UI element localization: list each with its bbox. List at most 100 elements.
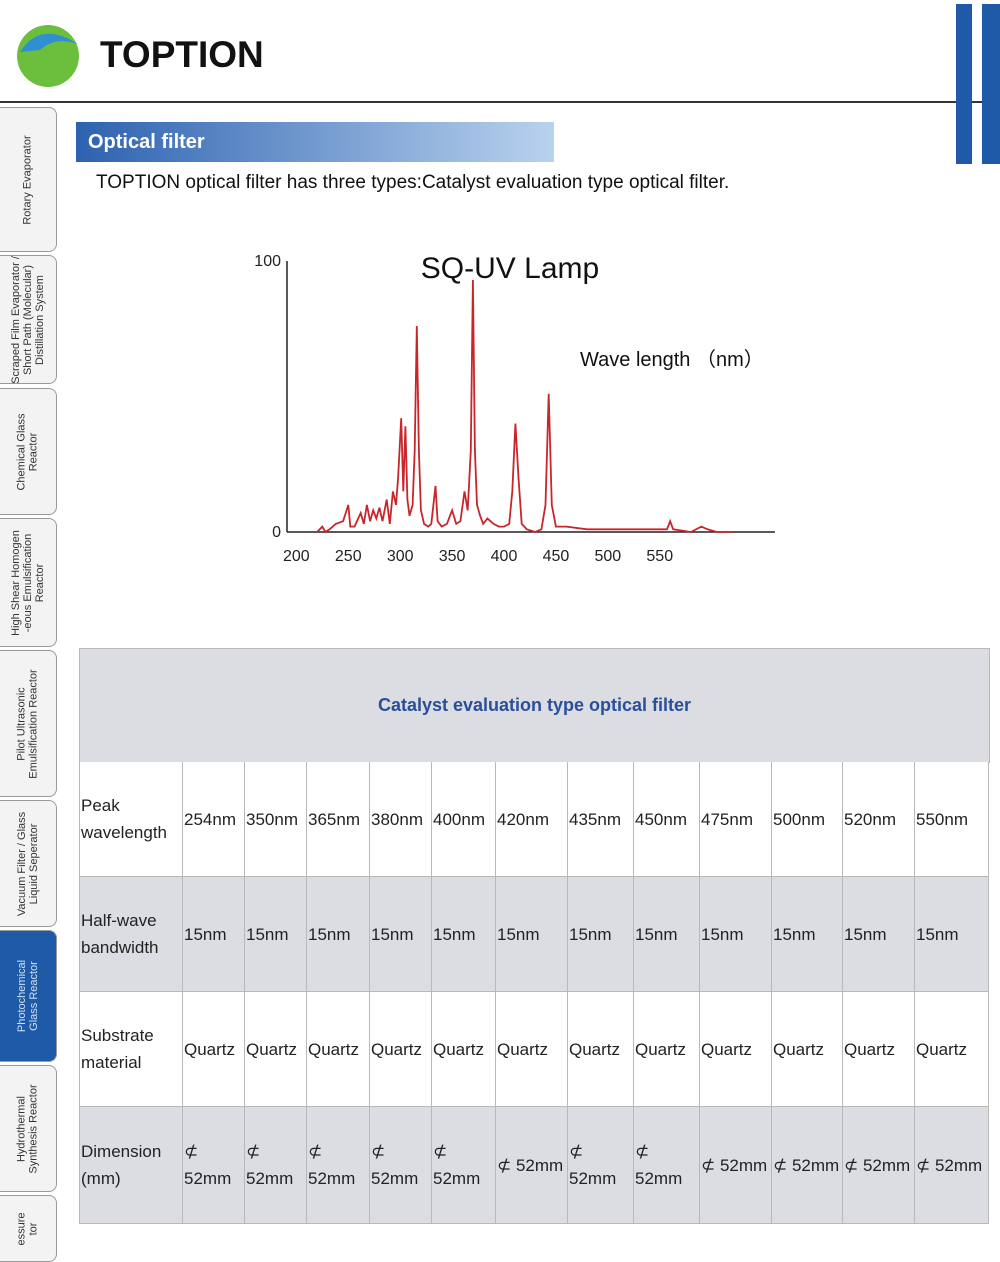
table-cell: 450nm (634, 762, 700, 877)
sidebar-tab[interactable]: High Shear Homogen -eous Emulsification Re… (0, 518, 57, 647)
sidebar-tab[interactable]: Vacuum Filter / Glass Liquid Seperator (0, 800, 57, 927)
row-label: Dimension (mm) (79, 1107, 183, 1224)
x-tick-label: 300 (387, 548, 414, 565)
table-cell: 15nm (307, 877, 370, 992)
table-header: Catalyst evaluation type optical filter (79, 648, 990, 763)
table-cell: ⊄ 52mm (843, 1107, 915, 1224)
table-cell: 365nm (307, 762, 370, 877)
x-tick-label: 200 (283, 548, 310, 565)
table-cell: 15nm (370, 877, 432, 992)
table-cell: 550nm (915, 762, 989, 877)
sidebar-tab[interactable]: Photochemical Glass Reactor (0, 930, 57, 1062)
chart-title: SQ-UV Lamp (421, 252, 599, 285)
table-cell: Quartz (772, 992, 843, 1107)
table-cell: 15nm (568, 877, 634, 992)
annotation: Wave length （nm） (580, 348, 764, 371)
table-cell: Quartz (843, 992, 915, 1107)
tab-label: essure tor (16, 1212, 40, 1245)
table-cell: 380nm (370, 762, 432, 877)
table-cell: ⊄ 52mm (568, 1107, 634, 1224)
table-cell: ⊄ 52mm (700, 1107, 772, 1224)
table-cell: Quartz (568, 992, 634, 1107)
row-label: Peak wavelength (79, 762, 183, 877)
table-cell: ⊄ 52mm (496, 1107, 568, 1224)
table-cell: 15nm (183, 877, 245, 992)
row-label: Half-wave bandwidth (79, 877, 183, 992)
table-cell: 400nm (432, 762, 496, 877)
table-cell: Quartz (307, 992, 370, 1107)
table-cell: 15nm (915, 877, 989, 992)
sidebar-tab[interactable]: Scraped Film Evaporator / Short Path (Mol… (0, 255, 57, 384)
table-cell: ⊄ 52mm (634, 1107, 700, 1224)
table-cell: 15nm (772, 877, 843, 992)
tab-label: Rotary Evaporator (22, 135, 34, 224)
y-tick-label: 100 (254, 253, 281, 270)
sidebar-tab[interactable]: Pilot Ultrasonic Emulsification Reactor (0, 650, 57, 797)
table-cell: 520nm (843, 762, 915, 877)
sidebar-tab[interactable]: Hydrothermal Synthesis Reactor (0, 1065, 57, 1192)
accent-bar (982, 110, 1000, 164)
table-cell: ⊄ 52mm (307, 1107, 370, 1224)
table-cell: ⊄ 52mm (245, 1107, 307, 1224)
tab-line: Liquid Seperator (28, 823, 41, 904)
brand: TOPTION (100, 34, 264, 75)
table-cell: 15nm (700, 877, 772, 992)
x-tick-label: 450 (543, 548, 570, 565)
table-cell: Quartz (634, 992, 700, 1107)
tab-line: Rotary Evaporator (22, 134, 35, 225)
tab-line: Photochemical (16, 959, 28, 1033)
table-cell: ⊄ 52mm (915, 1107, 989, 1224)
tab-line: Emulsification Reactor (28, 668, 40, 779)
tab-line: tor (28, 1222, 40, 1235)
sidebar-tab[interactable]: essure tor (0, 1195, 57, 1262)
table-cell: ⊄ 52mm (772, 1107, 843, 1224)
table-cell: 15nm (432, 877, 496, 992)
table-cell: 435nm (568, 762, 634, 877)
table-cell: 475nm (700, 762, 772, 877)
table-cell: 254nm (183, 762, 245, 877)
table-cell: ⊄ 52mm (183, 1107, 245, 1224)
tab-label: Pilot Ultrasonic Emulsification Reactor (16, 669, 40, 778)
table-cell: Quartz (700, 992, 772, 1107)
sidebar-tab[interactable]: Chemical Glass Reactor (0, 388, 57, 515)
accent-bar (956, 110, 972, 164)
accent-bar (956, 4, 972, 110)
logo-swoosh (20, 33, 78, 52)
table-cell: 15nm (245, 877, 307, 992)
tab-line: Vacuum Filter / Glass (16, 811, 29, 916)
table-cell: Quartz (183, 992, 245, 1107)
tab-line: Hydrothermal (16, 1095, 29, 1162)
x-tick-label: 550 (646, 548, 673, 565)
table-cell: Quartz (496, 992, 568, 1107)
header: TOPTION (0, 4, 1000, 110)
table-cell: 15nm (843, 877, 915, 992)
table-cell: Quartz (432, 992, 496, 1107)
section-title: Optical filter (88, 130, 205, 153)
x-tick-label: 350 (439, 548, 466, 565)
x-tick-label: 500 (594, 548, 621, 565)
tab-line: Glass Reactor (28, 961, 40, 1031)
y-tick-label: 0 (272, 524, 281, 541)
x-tick-label: 250 (335, 548, 362, 565)
intro: TOPTION optical filter has three types:C… (96, 172, 730, 193)
table-cell: Quartz (370, 992, 432, 1107)
table-cell: Quartz (915, 992, 989, 1107)
table-cell: 500nm (772, 762, 843, 877)
spectrum-line (316, 279, 733, 534)
chart: 0 100 200 250 300 350 400 450 500 550 SQ-UV Lamp Wa… (254, 252, 775, 565)
table-cell: Quartz (245, 992, 307, 1107)
table-cell: 420nm (496, 762, 568, 877)
tab-line: Synthesis Reactor (28, 1083, 41, 1174)
tab-line: Pilot Ultrasonic (16, 686, 28, 761)
table-cell: 15nm (496, 877, 568, 992)
tab-line: essure (16, 1211, 28, 1246)
row-label: Substrate material (79, 992, 183, 1107)
section-banner: Optical filter (76, 122, 554, 162)
sidebar-tab[interactable]: Rotary Evaporator (0, 107, 57, 252)
table-cell: 350nm (245, 762, 307, 877)
tab-label: Vacuum Filter / Glass Liquid Seperator (16, 811, 40, 915)
tab-label: Photochemical Glass Reactor (16, 960, 40, 1032)
table-cell: ⊄ 52mm (370, 1107, 432, 1224)
tab-label: Hydrothermal Synthesis Reactor (16, 1084, 40, 1173)
